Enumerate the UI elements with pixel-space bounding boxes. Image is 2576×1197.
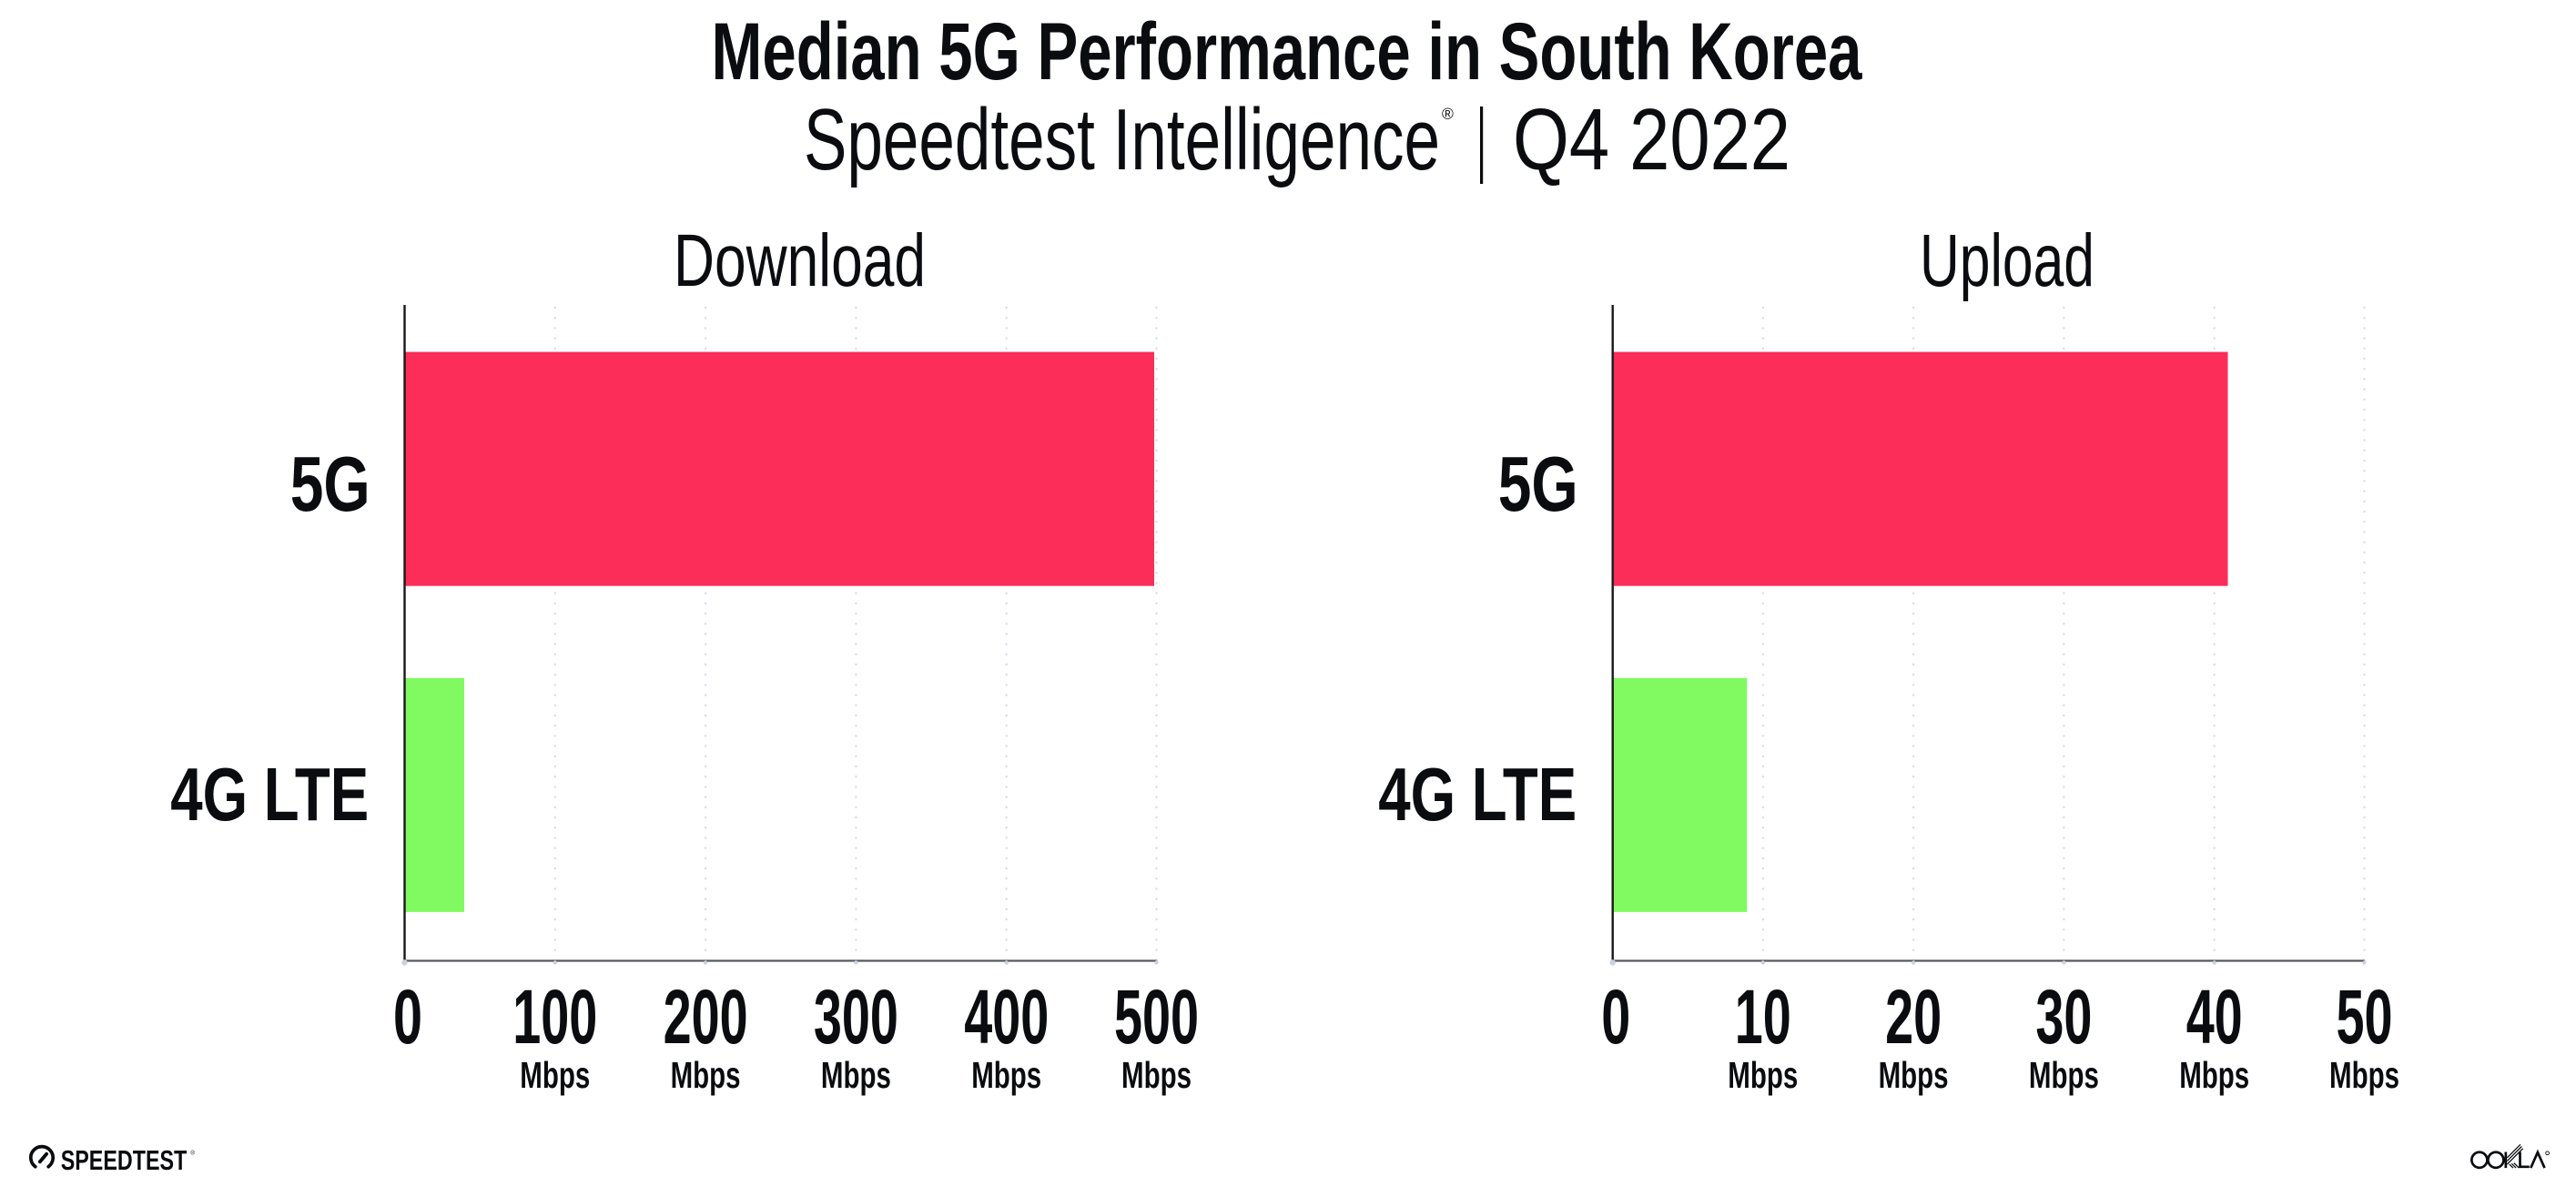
svg-text:Mbps: Mbps — [2329, 1054, 2399, 1096]
svg-text:100: 100 — [512, 973, 597, 1060]
svg-text:0: 0 — [1601, 973, 1630, 1060]
svg-text:Upload: Upload — [1920, 219, 2094, 302]
svg-text:Mbps: Mbps — [2179, 1054, 2249, 1096]
svg-text:4G LTE: 4G LTE — [1378, 752, 1577, 837]
svg-text:Mbps: Mbps — [2029, 1054, 2099, 1096]
svg-text:®: ® — [190, 1150, 195, 1157]
svg-text:Download: Download — [674, 219, 926, 302]
svg-text:50: 50 — [2337, 973, 2393, 1060]
svg-text:20: 20 — [1885, 973, 1942, 1060]
svg-text:300: 300 — [814, 973, 898, 1060]
svg-text:0: 0 — [393, 973, 422, 1060]
svg-text:30: 30 — [2035, 973, 2092, 1060]
svg-text:Mbps: Mbps — [1121, 1054, 1192, 1096]
svg-text:200: 200 — [664, 973, 748, 1060]
svg-text:Median 5G Performance in South: Median 5G Performance in South Korea — [712, 5, 1863, 96]
svg-text:Mbps: Mbps — [1879, 1054, 1949, 1096]
svg-text:10: 10 — [1735, 973, 1791, 1060]
svg-text:500: 500 — [1114, 973, 1199, 1060]
svg-text:4G LTE: 4G LTE — [170, 752, 369, 837]
svg-text:5G: 5G — [290, 441, 370, 528]
svg-text:Mbps: Mbps — [671, 1054, 741, 1096]
svg-text:40: 40 — [2186, 973, 2243, 1060]
svg-text:400: 400 — [964, 973, 1049, 1060]
svg-text:Mbps: Mbps — [971, 1054, 1041, 1096]
svg-text:Mbps: Mbps — [1728, 1054, 1798, 1096]
svg-text:Speedtest Intelligence: Speedtest Intelligence — [804, 91, 1440, 188]
svg-text:SPEEDTEST: SPEEDTEST — [61, 1145, 188, 1176]
svg-text:5G: 5G — [1498, 441, 1578, 528]
svg-text:Q4 2022: Q4 2022 — [1513, 91, 1790, 188]
svg-text:®: ® — [1442, 105, 1454, 123]
svg-text:Mbps: Mbps — [520, 1054, 590, 1096]
svg-text:Mbps: Mbps — [821, 1054, 891, 1096]
